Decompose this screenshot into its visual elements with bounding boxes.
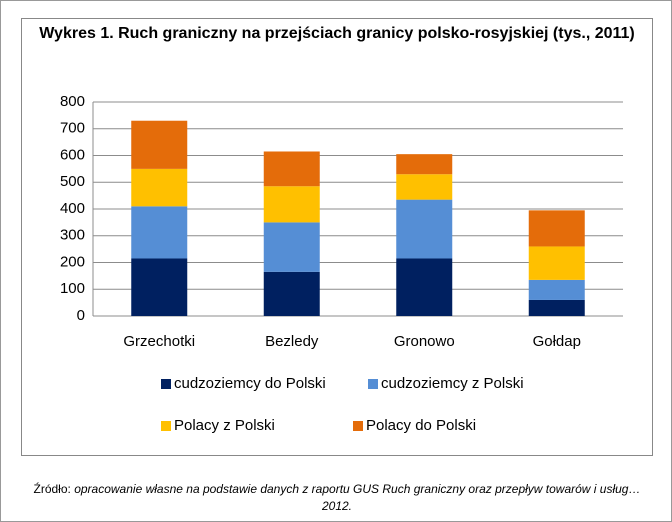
bar-segment: [263, 222, 320, 272]
x-tick-label: Bezledy: [265, 333, 319, 350]
legend-swatch: [161, 379, 171, 389]
legend-swatch: [161, 421, 171, 431]
bar-segment: [528, 246, 585, 280]
y-tick-label: 500: [60, 173, 85, 190]
y-tick-label: 300: [60, 227, 85, 244]
chart-title: Wykres 1. Ruch graniczny na przejściach …: [39, 25, 635, 42]
bar-segment: [528, 210, 585, 247]
x-tick-label: Grzechotki: [123, 333, 195, 350]
y-tick-label: 0: [77, 307, 85, 324]
x-tick-label: Gronowo: [394, 333, 455, 350]
y-tick-label: 800: [60, 93, 85, 110]
bar-segment: [263, 186, 320, 223]
bar-segment: [528, 279, 585, 300]
bar-segment: [263, 151, 320, 187]
legend-swatch: [368, 379, 378, 389]
bar-segment: [396, 154, 453, 175]
source: Źródło: opracowanie własne na podstawie …: [21, 481, 653, 515]
bar-segment: [396, 174, 453, 200]
y-tick-label: 600: [60, 146, 85, 163]
bar-segment: [131, 120, 188, 169]
chart-frame: [21, 18, 653, 456]
legend-label: cudzoziemcy do Polski: [174, 375, 326, 392]
bar-segment: [131, 258, 188, 316]
y-tick-label: 400: [60, 200, 85, 217]
y-tick-label: 200: [60, 253, 85, 270]
source-prefix: Źródło:: [33, 482, 71, 496]
legend-swatch: [353, 421, 363, 431]
bar-segment: [263, 271, 320, 316]
bar-segment: [528, 299, 585, 316]
legend-label: Polacy do Polski: [366, 417, 476, 434]
bar-segment: [131, 206, 188, 259]
y-tick-label: 700: [60, 120, 85, 137]
chart: 0 100 200 300 400 500 600 700 800 Grzechotki Bezle…: [60, 93, 623, 434]
source-text: opracowanie własne na podstawie danych z…: [74, 482, 641, 513]
bar-segment: [131, 168, 188, 207]
bar-segment: [396, 258, 453, 316]
bar-segment: [396, 199, 453, 259]
x-tick-label: Gołdap: [533, 333, 581, 350]
y-tick-label: 100: [60, 280, 85, 297]
legend-label: cudzoziemcy z Polski: [381, 375, 524, 392]
legend-label: Polacy z Polski: [174, 417, 275, 434]
